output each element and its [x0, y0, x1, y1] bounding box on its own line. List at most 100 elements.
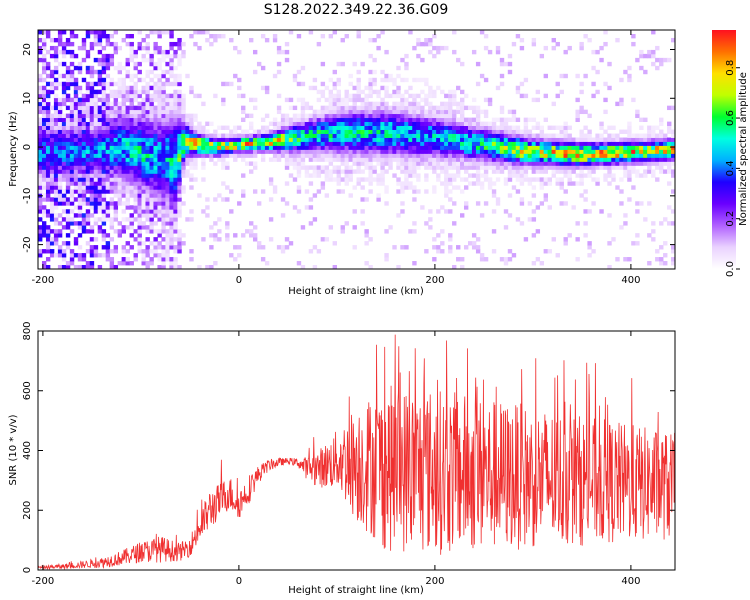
- heatmap-cell: [368, 141, 373, 146]
- heatmap-cell: [177, 141, 182, 146]
- heatmap-cell: [221, 197, 226, 202]
- heatmap-cell: [81, 93, 87, 99]
- heatmap-cell: [543, 157, 548, 162]
- heatmap-cell: [380, 165, 385, 170]
- heatmap-cell: [121, 129, 126, 134]
- heatmap-cell: [125, 133, 130, 138]
- heatmap-cell: [671, 141, 675, 146]
- heatmap-cell: [105, 57, 111, 63]
- heatmap-cell: [173, 145, 178, 150]
- heatmap-cell: [53, 45, 59, 51]
- heatmap-cell: [101, 85, 107, 91]
- heatmap-cell: [45, 209, 51, 214]
- heatmap-cell: [404, 149, 409, 154]
- heatmap-cell: [400, 157, 405, 162]
- heatmap-cell: [543, 193, 548, 198]
- heatmap-cell: [460, 109, 465, 115]
- heatmap-cell: [424, 145, 429, 150]
- heatmap-cell: [364, 165, 369, 170]
- heatmap-cell: [89, 89, 95, 95]
- heatmap-cell: [161, 213, 166, 218]
- heatmap-cell: [288, 129, 294, 134]
- heatmap-cell: [316, 157, 322, 162]
- heatmap-cell: [272, 137, 278, 142]
- heatmap-cell: [177, 145, 182, 150]
- heatmap-cell: [571, 205, 576, 210]
- heatmap-cell: [376, 45, 381, 51]
- heatmap-cell: [133, 49, 138, 55]
- heatmap-cell: [603, 165, 608, 170]
- heatmap-cell: [165, 125, 170, 130]
- heatmap-cell: [444, 105, 449, 111]
- heatmap-cell: [412, 197, 417, 202]
- heatmap-cell: [113, 121, 119, 126]
- heatmap-cell: [471, 105, 477, 111]
- heatmap-cell: [65, 173, 71, 178]
- heatmap-cell: [623, 145, 628, 150]
- heatmap-cell: [189, 257, 194, 262]
- heatmap-cell: [53, 165, 59, 170]
- heatmap-cell: [659, 145, 664, 150]
- heatmap-cell: [209, 145, 214, 150]
- heatmap-cell: [121, 77, 126, 83]
- heatmap-cell: [81, 181, 87, 186]
- heatmap-cell: [336, 101, 341, 107]
- heatmap-cell: [157, 77, 162, 83]
- heatmap-cell: [169, 193, 174, 198]
- heatmap-cell: [396, 137, 401, 142]
- heatmap-cell: [57, 49, 63, 55]
- heatmap-cell: [543, 73, 548, 79]
- heatmap-cell: [53, 101, 59, 107]
- heatmap-cell: [424, 177, 429, 182]
- heatmap-cell: [41, 181, 47, 186]
- heatmap-cell: [85, 117, 91, 123]
- heatmap-cell: [563, 169, 568, 174]
- heatmap-cell: [101, 193, 107, 198]
- heatmap-cell: [563, 149, 568, 154]
- heatmap-cell: [659, 129, 664, 134]
- heatmap-cell: [388, 109, 393, 115]
- heatmap-cell: [336, 81, 341, 87]
- heatmap-cell: [61, 173, 67, 178]
- heatmap-cell: [41, 105, 47, 111]
- heatmap-cell: [177, 169, 182, 174]
- heatmap-cell: [165, 185, 170, 190]
- heatmap-cell: [129, 233, 134, 238]
- heatmap-cell: [559, 181, 564, 186]
- heatmap-cell: [73, 149, 79, 154]
- heatmap-cell: [53, 189, 59, 194]
- heatmap-cell: [483, 257, 489, 262]
- heatmap-cell: [631, 153, 636, 158]
- heatmap-cell: [444, 137, 449, 142]
- heatmap-cell: [241, 105, 246, 111]
- heatmap-cell: [169, 33, 174, 39]
- heatmap-cell: [53, 253, 59, 258]
- heatmap-cell: [177, 233, 182, 238]
- heatmap-cell: [671, 149, 675, 154]
- heatmap-cell: [555, 93, 560, 99]
- heatmap-cell: [619, 137, 624, 142]
- heatmap-cell: [332, 165, 337, 170]
- heatmap-cell: [499, 109, 505, 115]
- heatmap-cell: [121, 81, 126, 87]
- heatmap-cell: [173, 125, 178, 130]
- heatmap-cell: [575, 165, 580, 170]
- heatmap-cell: [579, 157, 584, 162]
- heatmap-cell: [404, 101, 409, 107]
- heatmap-cell: [69, 157, 75, 162]
- heatmap-cell: [121, 249, 126, 254]
- heatmap-cell: [292, 105, 298, 111]
- heatmap-cell: [535, 133, 541, 138]
- heatmap-cell: [181, 241, 186, 246]
- heatmap-cell: [356, 77, 361, 83]
- heatmap-cell: [81, 141, 87, 146]
- heatmap-cell: [344, 153, 349, 158]
- heatmap-cell: [320, 185, 326, 190]
- heatmap-cell: [177, 125, 182, 130]
- heatmap-cell: [583, 145, 588, 150]
- heatmap-cell: [471, 49, 477, 55]
- heatmap-cell: [117, 229, 123, 234]
- heatmap-cell: [416, 93, 421, 99]
- heatmap-cell: [177, 237, 182, 242]
- heatmap-cell: [121, 177, 126, 182]
